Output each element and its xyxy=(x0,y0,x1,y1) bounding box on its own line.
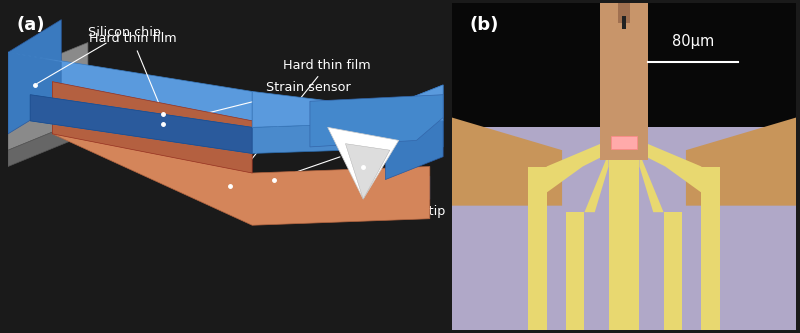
Polygon shape xyxy=(386,85,443,179)
Text: (b): (b) xyxy=(469,16,498,34)
Polygon shape xyxy=(346,144,390,199)
Polygon shape xyxy=(53,82,430,225)
Polygon shape xyxy=(686,118,796,206)
Bar xyxy=(528,166,546,330)
Polygon shape xyxy=(30,95,252,154)
Polygon shape xyxy=(53,88,430,206)
Text: Hard thin film: Hard thin film xyxy=(232,59,371,184)
Polygon shape xyxy=(30,95,443,154)
Bar xyxy=(611,136,637,149)
Bar xyxy=(663,212,682,330)
Text: Hard thin film: Hard thin film xyxy=(89,33,176,112)
Polygon shape xyxy=(585,154,609,212)
Polygon shape xyxy=(106,101,230,147)
Polygon shape xyxy=(452,118,562,206)
Polygon shape xyxy=(546,141,609,192)
Polygon shape xyxy=(252,85,443,127)
Bar xyxy=(452,3,796,206)
Text: Hard tip: Hard tip xyxy=(366,168,446,218)
Text: 80μm: 80μm xyxy=(672,34,714,49)
Bar xyxy=(609,141,639,330)
Polygon shape xyxy=(119,105,208,141)
Bar xyxy=(702,166,720,330)
Polygon shape xyxy=(8,118,88,166)
Polygon shape xyxy=(8,20,62,134)
Polygon shape xyxy=(639,141,702,192)
Polygon shape xyxy=(639,154,663,212)
Bar xyxy=(618,3,630,23)
Bar xyxy=(622,16,626,29)
Text: Silicon chip: Silicon chip xyxy=(37,26,161,84)
Polygon shape xyxy=(8,43,88,150)
Polygon shape xyxy=(328,127,398,199)
Bar xyxy=(566,212,585,330)
Polygon shape xyxy=(53,88,252,206)
Text: Polymer core: Polymer core xyxy=(277,140,411,178)
Text: (a): (a) xyxy=(17,16,46,34)
Bar xyxy=(452,127,796,330)
Text: Strain sensor: Strain sensor xyxy=(166,82,350,124)
Polygon shape xyxy=(8,52,252,127)
Bar xyxy=(600,3,648,160)
Polygon shape xyxy=(53,82,252,173)
Bar xyxy=(614,3,634,36)
Polygon shape xyxy=(310,95,443,147)
